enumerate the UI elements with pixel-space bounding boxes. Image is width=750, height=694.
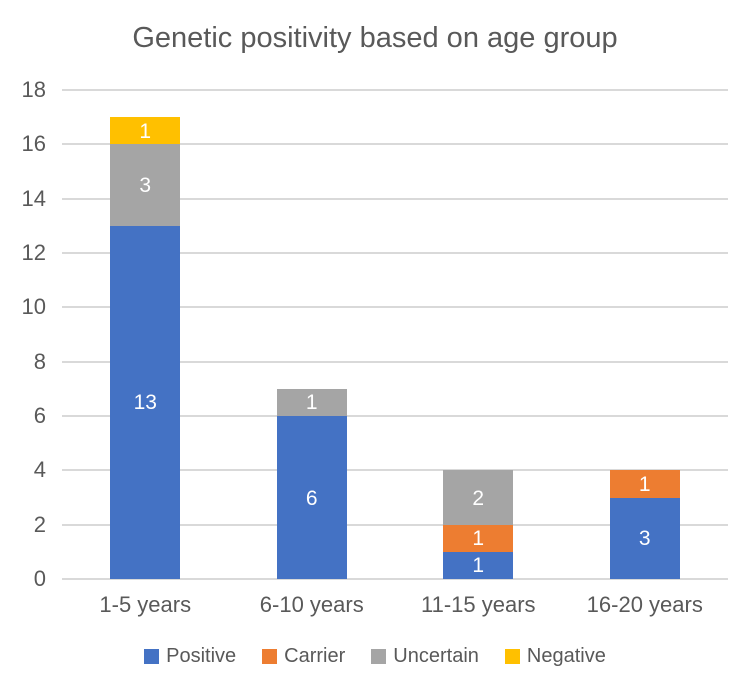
- gridline-8: [62, 360, 728, 363]
- gridline-2: [62, 523, 728, 526]
- segment-positive: 6: [276, 416, 347, 579]
- segment-data-label: 2: [472, 486, 485, 510]
- segment-data-label: 1: [472, 527, 485, 551]
- y-tick-label-16: 16: [21, 131, 46, 157]
- y-tick-label-10: 10: [21, 294, 46, 320]
- y-tick-label-6: 6: [33, 403, 46, 428]
- gridline-18: [62, 89, 728, 91]
- gridline-12: [62, 252, 728, 254]
- segment-positive: 3: [609, 497, 680, 579]
- segment-data-label: 13: [133, 391, 157, 415]
- x-tick-label-16-20-years: 16-20 years: [586, 592, 703, 617]
- bar-11-15-years: 1 1 2: [443, 90, 514, 579]
- y-tick-label-0: 0: [33, 566, 46, 591]
- segment-uncertain: 1: [276, 388, 347, 416]
- y-tick-label-18: 18: [21, 77, 46, 102]
- y-tick-label-12: 12: [21, 240, 46, 265]
- x-tick-label-11-15-years: 11-15 years: [420, 592, 536, 617]
- legend-label: Uncertain: [393, 645, 479, 667]
- legend-item-negative: Negative: [504, 645, 606, 668]
- segment-negative: 1: [110, 117, 181, 145]
- segment-data-label: 3: [638, 527, 651, 551]
- legend-item-carrier: Carrier: [262, 645, 345, 668]
- legend-item-uncertain: Uncertain: [371, 645, 479, 668]
- segment-data-label: 6: [305, 486, 318, 510]
- segment-carrier: 1: [443, 524, 514, 552]
- y-tick-label-2: 2: [33, 511, 46, 537]
- segment-data-label: 3: [139, 174, 152, 198]
- gridline-0: [62, 578, 728, 580]
- chart-title: Genetic positivity based on age group: [132, 22, 618, 54]
- legend-item-positive: Positive: [144, 645, 236, 668]
- legend-swatch-icon: [504, 649, 520, 664]
- y-tick-label-8: 8: [33, 348, 46, 374]
- y-tick-label-14: 14: [21, 185, 46, 211]
- legend-label: Positive: [166, 645, 237, 667]
- legend-swatch-icon: [144, 649, 160, 664]
- plot-area: 13 3 1 6 1 1 1 2 3 1: [62, 89, 728, 580]
- legend-label: Negative: [526, 645, 606, 667]
- gridline-16: [62, 143, 728, 146]
- x-tick-label-6-10-years: 6-10 years: [259, 592, 364, 617]
- segment-positive: 1: [443, 551, 514, 579]
- segment-uncertain: 2: [443, 470, 514, 525]
- legend: Positive Carrier Uncertain Negative: [0, 645, 750, 668]
- gridline-4: [62, 469, 728, 472]
- segment-data-label: 1: [139, 119, 152, 143]
- segment-data-label: 1: [472, 554, 485, 578]
- gridline-14: [62, 197, 728, 200]
- legend-label: Carrier: [284, 645, 346, 667]
- segment-positive: 13: [110, 225, 181, 579]
- segment-uncertain: 3: [110, 144, 181, 226]
- gridline-6: [62, 415, 728, 417]
- gridline-10: [62, 306, 728, 309]
- legend-swatch-icon: [371, 649, 387, 664]
- segment-carrier: 1: [609, 470, 680, 498]
- y-tick-label-4: 4: [33, 457, 46, 483]
- x-tick-label-1-5-years: 1-5 years: [99, 592, 192, 617]
- segment-data-label: 1: [638, 472, 651, 496]
- legend-swatch-icon: [262, 649, 278, 664]
- bar-1-5-years: 13 3 1: [110, 90, 181, 579]
- segment-data-label: 1: [305, 391, 318, 415]
